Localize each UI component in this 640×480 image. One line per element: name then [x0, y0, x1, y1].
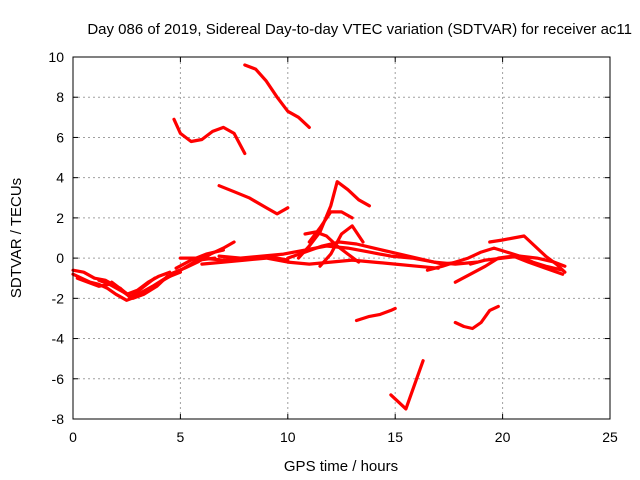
series-s14	[296, 180, 371, 260]
y-tick-label: 0	[56, 250, 64, 266]
series-s20	[389, 359, 425, 411]
y-tick-label: 4	[56, 170, 64, 186]
series-s21	[453, 304, 500, 331]
series-s17	[318, 224, 365, 268]
series-s11	[243, 63, 311, 130]
series-s16	[303, 230, 361, 264]
chart-title: Day 086 of 2019, Sidereal Day-to-day VTE…	[87, 21, 632, 38]
series-s9	[200, 256, 440, 270]
series-s19	[354, 306, 397, 323]
y-tick-label: 8	[56, 89, 64, 105]
series-s25	[468, 254, 567, 268]
y-axis-label: SDTVAR / TECUs	[8, 178, 25, 298]
x-axis-label: GPS time / hours	[284, 458, 398, 475]
y-tick-label: -2	[52, 290, 65, 306]
x-tick-label: 25	[602, 429, 618, 445]
axis-ticks: 0 5 10 15 20 25 -8 -6 -4 -2 0 2 4 6 8 10	[48, 49, 618, 445]
y-tick-label: -4	[52, 331, 65, 347]
y-tick-label: 6	[56, 129, 64, 145]
plot-frame	[72, 56, 611, 420]
x-tick-label: 20	[495, 429, 511, 445]
series-s5	[110, 274, 170, 300]
x-tick-label: 15	[387, 429, 403, 445]
x-tick-label: 10	[280, 429, 296, 445]
x-tick-label: 0	[69, 429, 77, 445]
y-tick-label: -6	[52, 371, 65, 387]
y-tick-label: 2	[56, 210, 64, 226]
series-s13	[217, 184, 290, 216]
y-tick-label: -8	[52, 411, 65, 427]
series-s18	[286, 240, 462, 266]
x-tick-label: 5	[177, 429, 185, 445]
data-series	[71, 63, 567, 411]
series-s12	[172, 117, 247, 156]
y-tick-label: 10	[48, 49, 64, 65]
grid	[73, 57, 610, 419]
